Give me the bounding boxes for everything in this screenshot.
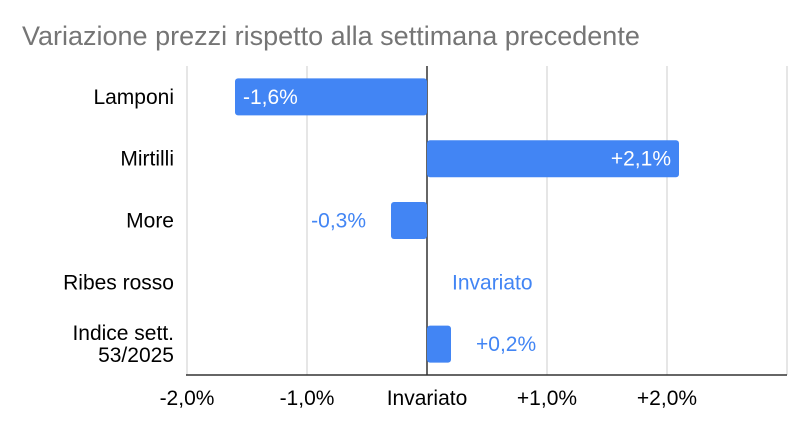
category-label: Indice sett. 53/2025 — [72, 322, 174, 367]
bar — [427, 140, 679, 178]
category-labels: Lamponi Mirtilli More Ribes rosso Indice set… — [63, 86, 174, 367]
data-label: -1,6% — [243, 86, 298, 109]
category-label: Lamponi — [93, 86, 174, 109]
x-tick-label: +2,0% — [637, 387, 697, 410]
category-label: More — [126, 210, 174, 233]
x-tick-label: +1,0% — [517, 387, 577, 410]
chart-title: Variazione prezzi rispetto alla settiman… — [22, 21, 640, 51]
x-tick-label: Invariato — [387, 387, 468, 410]
data-labels: -1,6% +2,1% -0,3% Invariato +0,2% — [243, 86, 671, 356]
bar — [391, 202, 427, 239]
bars — [235, 78, 679, 363]
x-tick-label: -2,0% — [160, 387, 215, 410]
data-label: +0,2% — [476, 333, 536, 356]
bar — [235, 78, 427, 116]
data-label: Invariato — [452, 271, 533, 294]
x-tick-label: -1,0% — [280, 387, 335, 410]
category-label: Ribes rosso — [63, 271, 174, 294]
data-label: -0,3% — [311, 210, 366, 233]
bar — [427, 325, 451, 363]
x-tick-labels: -2,0% -1,0% Invariato +1,0% +2,0% — [160, 387, 698, 410]
category-label: Mirtilli — [120, 148, 174, 171]
data-label: +2,1% — [611, 148, 671, 171]
